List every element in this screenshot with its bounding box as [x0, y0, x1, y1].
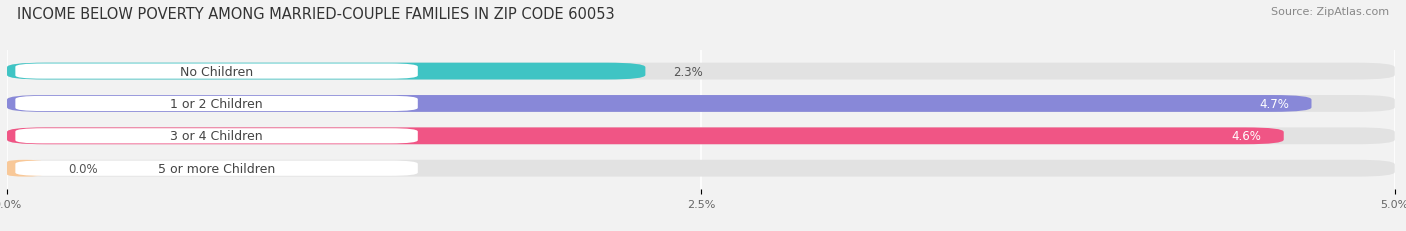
FancyBboxPatch shape: [15, 129, 418, 144]
FancyBboxPatch shape: [7, 96, 1312, 112]
Text: INCOME BELOW POVERTY AMONG MARRIED-COUPLE FAMILIES IN ZIP CODE 60053: INCOME BELOW POVERTY AMONG MARRIED-COUPL…: [17, 7, 614, 22]
FancyBboxPatch shape: [7, 63, 1395, 80]
FancyBboxPatch shape: [7, 63, 645, 80]
Text: 5 or more Children: 5 or more Children: [157, 162, 276, 175]
FancyBboxPatch shape: [15, 64, 418, 79]
Text: No Children: No Children: [180, 65, 253, 78]
Text: 3 or 4 Children: 3 or 4 Children: [170, 130, 263, 143]
FancyBboxPatch shape: [15, 161, 418, 176]
Text: 4.7%: 4.7%: [1260, 97, 1289, 110]
FancyBboxPatch shape: [7, 128, 1284, 145]
FancyBboxPatch shape: [7, 128, 1395, 145]
Text: 4.6%: 4.6%: [1232, 130, 1261, 143]
Text: 1 or 2 Children: 1 or 2 Children: [170, 97, 263, 110]
Text: 0.0%: 0.0%: [67, 162, 97, 175]
FancyBboxPatch shape: [7, 96, 1395, 112]
FancyBboxPatch shape: [15, 96, 418, 112]
FancyBboxPatch shape: [7, 160, 1395, 177]
Text: Source: ZipAtlas.com: Source: ZipAtlas.com: [1271, 7, 1389, 17]
Text: 2.3%: 2.3%: [673, 65, 703, 78]
FancyBboxPatch shape: [7, 160, 44, 177]
